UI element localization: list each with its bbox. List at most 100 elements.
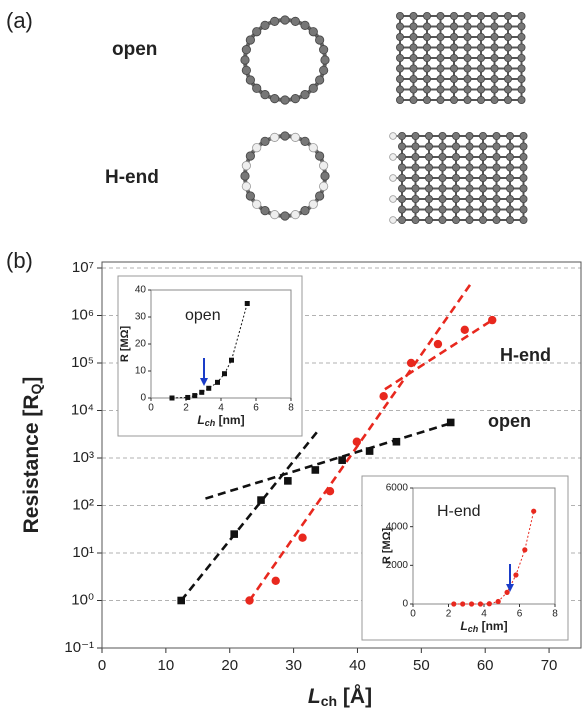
atom [520, 153, 527, 160]
atom [518, 44, 525, 51]
atom [520, 195, 527, 202]
x-tick-label: 4 [481, 609, 487, 620]
data-point [230, 530, 238, 538]
atom [464, 54, 471, 61]
atom [319, 161, 327, 169]
y-tick-label: 30 [135, 312, 147, 323]
panel-label: (a) [6, 8, 33, 33]
atom [309, 84, 317, 92]
data-point [245, 301, 250, 306]
atom [520, 143, 527, 150]
atom [319, 182, 327, 190]
atom [425, 195, 432, 202]
data-point [513, 572, 518, 577]
atom [452, 185, 459, 192]
data-point [222, 371, 227, 376]
atom [439, 216, 446, 223]
atom [477, 12, 484, 19]
atom [506, 206, 513, 213]
y-tick-label: 10² [72, 496, 94, 513]
atom [493, 174, 500, 181]
atom [423, 12, 430, 19]
atom [452, 206, 459, 213]
data-point [257, 496, 265, 504]
atom [477, 44, 484, 51]
atom [412, 206, 419, 213]
data-point [487, 601, 492, 606]
atom [291, 133, 299, 141]
atom [315, 76, 323, 84]
atom [423, 54, 430, 61]
data-point [206, 386, 211, 391]
data-point [272, 577, 280, 585]
data-point [522, 547, 527, 552]
atom [246, 192, 254, 200]
atom [423, 75, 430, 82]
atom [321, 172, 329, 180]
x-tick-label: 6 [517, 609, 523, 620]
atom [410, 44, 417, 51]
atom [321, 56, 329, 64]
atom [253, 28, 261, 36]
atom [309, 28, 317, 36]
atom [390, 133, 397, 140]
atom [518, 23, 525, 30]
atom [253, 84, 261, 92]
atom [423, 33, 430, 40]
atom [450, 44, 457, 51]
atom [410, 65, 417, 72]
atom [396, 54, 403, 61]
atom [439, 195, 446, 202]
atom [437, 75, 444, 82]
atom [491, 96, 498, 103]
atom [479, 185, 486, 192]
label-part: L [308, 685, 321, 708]
atom [396, 12, 403, 19]
atom [439, 164, 446, 171]
atom [493, 132, 500, 139]
x-tick-label: 60 [477, 657, 494, 674]
atom [396, 65, 403, 72]
y-axis-label: Resistance [RQ] [20, 377, 44, 534]
atom [466, 185, 473, 192]
atom [504, 23, 511, 30]
atom [450, 75, 457, 82]
atom [506, 143, 513, 150]
atom [464, 86, 471, 93]
atom [518, 12, 525, 19]
atom [410, 33, 417, 40]
atom [301, 206, 309, 214]
atom [506, 195, 513, 202]
atom [466, 143, 473, 150]
x-tick-label: 4 [218, 403, 224, 414]
atom [450, 33, 457, 40]
atom [466, 195, 473, 202]
label-part: ch [321, 693, 337, 709]
atom [493, 216, 500, 223]
y-tick-label: 10⁰ [71, 591, 94, 608]
atom [246, 76, 254, 84]
atom [491, 44, 498, 51]
atom [479, 143, 486, 150]
atom [437, 23, 444, 30]
atom [412, 216, 419, 223]
atom [412, 185, 419, 192]
data-point [447, 419, 455, 427]
atom [450, 12, 457, 19]
atom [477, 65, 484, 72]
atom [291, 17, 299, 25]
row-label: open [112, 39, 157, 60]
atom [396, 86, 403, 93]
y-tick-label: 0 [402, 599, 408, 610]
data-point [192, 393, 197, 398]
atom [270, 133, 278, 141]
atom [410, 86, 417, 93]
atom [281, 16, 289, 24]
x-tick-label: 2 [446, 609, 452, 620]
y-tick-label: 10³ [72, 449, 94, 466]
data-point [393, 438, 401, 446]
atom [506, 164, 513, 171]
atom [452, 164, 459, 171]
data-point [298, 533, 306, 541]
x-tick-label: 10 [158, 657, 175, 674]
